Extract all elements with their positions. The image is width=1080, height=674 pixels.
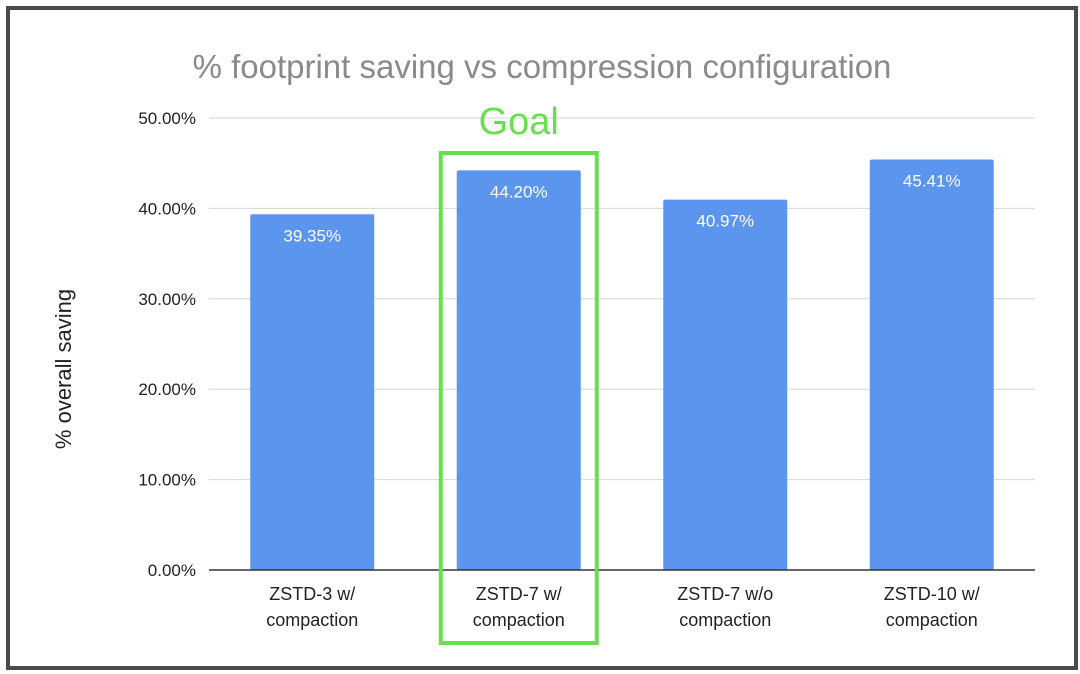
x-tick-label: compaction [679, 610, 771, 630]
x-tick-label: ZSTD-3 w/ [269, 584, 355, 604]
x-tick-label: compaction [266, 610, 358, 630]
chart-frame: % footprint saving vs compression config… [6, 6, 1078, 670]
bar [663, 199, 788, 570]
bar [456, 170, 581, 570]
y-tick-label: 30.00% [138, 290, 196, 309]
x-tick-label: ZSTD-7 w/o [677, 584, 773, 604]
bars [250, 159, 994, 571]
x-tick-label: ZSTD-10 w/ [884, 584, 980, 604]
bar-value-label: 39.35% [283, 226, 341, 245]
chart-title: % footprint saving vs compression config… [193, 48, 892, 85]
y-axis-label: % overall saving [51, 289, 76, 449]
y-tick-label: 50.00% [138, 109, 196, 128]
y-tick-label: 10.00% [138, 471, 196, 490]
bar [869, 159, 994, 571]
y-tick-label: 20.00% [138, 380, 196, 399]
x-tick-label: compaction [886, 610, 978, 630]
labels: % footprint saving vs compression config… [51, 48, 980, 645]
goal-label: Goal [479, 101, 559, 143]
y-tick-label: 0.00% [148, 561, 196, 580]
goal-highlight-box [438, 151, 599, 645]
bar-chart: % footprint saving vs compression config… [51, 48, 1035, 645]
bar-value-label: 40.97% [696, 212, 754, 231]
bar-value-label: 45.41% [903, 171, 961, 190]
x-tick-label: compaction [473, 610, 565, 630]
bar [250, 214, 375, 570]
bar-value-label: 44.20% [490, 182, 548, 201]
y-tick-label: 40.00% [138, 199, 196, 218]
x-tick-label: ZSTD-7 w/ [476, 584, 562, 604]
